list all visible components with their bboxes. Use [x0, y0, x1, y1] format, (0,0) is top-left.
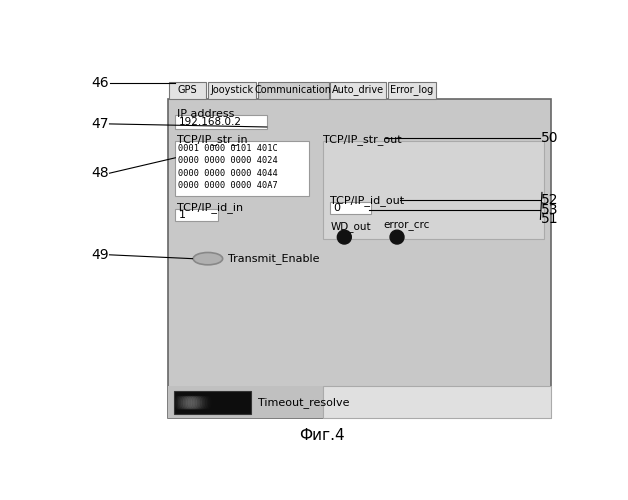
FancyBboxPatch shape: [330, 202, 371, 214]
Text: TCP/IP_id_in: TCP/IP_id_in: [177, 202, 243, 212]
FancyBboxPatch shape: [208, 82, 256, 98]
Text: Timeout_resolve: Timeout_resolve: [257, 397, 349, 408]
Text: 0000 0000 0000 40A7: 0000 0000 0000 40A7: [178, 181, 278, 190]
Text: IP address: IP address: [177, 109, 234, 119]
Text: 0000 0000 0000 4044: 0000 0000 0000 4044: [178, 168, 278, 177]
Text: 0: 0: [333, 203, 340, 213]
Ellipse shape: [189, 396, 195, 409]
Ellipse shape: [188, 396, 194, 409]
FancyBboxPatch shape: [168, 386, 323, 418]
Text: 52: 52: [541, 193, 558, 207]
Text: error_crc: error_crc: [383, 222, 430, 232]
Text: TCP/IP_id_out: TCP/IP_id_out: [330, 194, 404, 205]
Ellipse shape: [180, 396, 186, 409]
Text: 0000 0000 0000 4024: 0000 0000 0000 4024: [178, 156, 278, 166]
Ellipse shape: [176, 396, 182, 409]
FancyBboxPatch shape: [257, 82, 329, 98]
FancyBboxPatch shape: [330, 82, 386, 98]
Text: WD_out: WD_out: [330, 221, 371, 232]
Ellipse shape: [196, 396, 202, 409]
Ellipse shape: [201, 396, 207, 409]
Text: Error_log: Error_log: [390, 84, 433, 96]
Text: Auto_drive: Auto_drive: [332, 84, 384, 96]
Ellipse shape: [193, 396, 198, 409]
FancyBboxPatch shape: [168, 98, 551, 418]
Ellipse shape: [193, 252, 223, 265]
FancyBboxPatch shape: [323, 141, 543, 238]
Text: 50: 50: [541, 131, 558, 145]
Text: 47: 47: [92, 117, 109, 131]
Text: Фиг.4: Фиг.4: [299, 428, 345, 444]
Ellipse shape: [194, 396, 200, 409]
Text: 46: 46: [92, 76, 109, 90]
Ellipse shape: [181, 396, 187, 409]
FancyBboxPatch shape: [323, 386, 551, 418]
Circle shape: [390, 230, 404, 244]
FancyBboxPatch shape: [175, 116, 267, 128]
Ellipse shape: [197, 396, 203, 409]
Ellipse shape: [183, 396, 189, 409]
Ellipse shape: [186, 396, 192, 409]
Text: 1: 1: [178, 210, 185, 220]
Text: 49: 49: [92, 248, 109, 262]
Ellipse shape: [178, 396, 184, 409]
Ellipse shape: [199, 396, 205, 409]
Text: Jooystick: Jooystick: [210, 85, 254, 95]
Text: 53: 53: [541, 203, 558, 217]
FancyBboxPatch shape: [175, 208, 218, 221]
Text: 48: 48: [92, 166, 109, 180]
Text: TCP/IP_str_out: TCP/IP_str_out: [323, 134, 401, 145]
Text: Communication: Communication: [255, 85, 332, 95]
Text: 51: 51: [541, 212, 558, 226]
Text: 192.168.0.2: 192.168.0.2: [178, 117, 242, 127]
Text: 0001 0000 0101 401C: 0001 0000 0101 401C: [178, 144, 278, 153]
FancyBboxPatch shape: [175, 141, 309, 197]
FancyBboxPatch shape: [387, 82, 436, 98]
Circle shape: [337, 230, 351, 244]
Ellipse shape: [191, 396, 197, 409]
Ellipse shape: [185, 396, 190, 409]
FancyBboxPatch shape: [169, 82, 207, 98]
FancyBboxPatch shape: [174, 391, 251, 414]
Text: TCP/IP_str_in: TCP/IP_str_in: [177, 134, 247, 145]
Text: GPS: GPS: [178, 85, 198, 95]
Ellipse shape: [175, 396, 181, 409]
Text: Transmit_Enable: Transmit_Enable: [228, 253, 320, 264]
